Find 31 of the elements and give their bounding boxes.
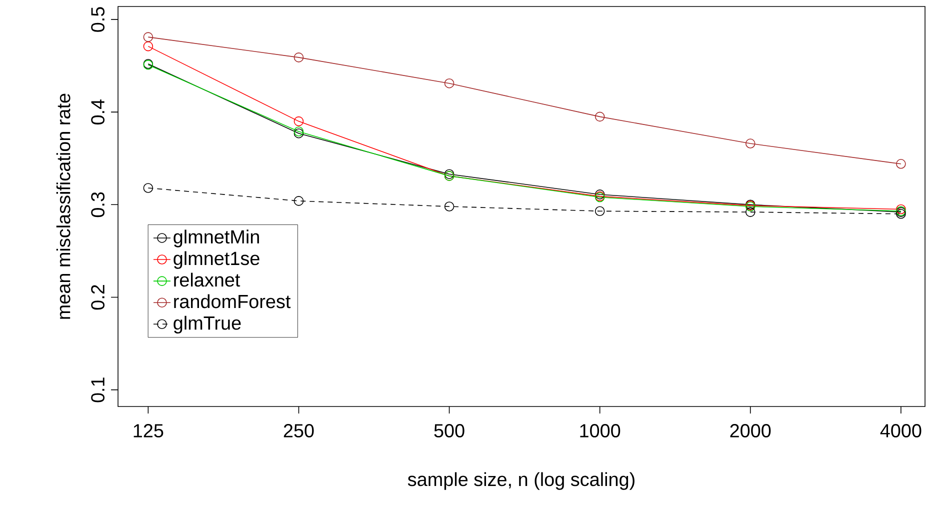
x-tick-label: 125 <box>134 424 164 438</box>
point <box>143 183 154 194</box>
point <box>143 42 154 52</box>
point <box>594 206 605 216</box>
legend-label: glmnet1se <box>174 251 260 270</box>
point <box>444 78 454 88</box>
point <box>294 196 304 206</box>
legend-label: glmTrue <box>174 316 241 334</box>
x-tick-label: 1000 <box>580 424 620 438</box>
legend-label: randomForest <box>174 294 291 308</box>
point <box>594 112 605 122</box>
legend-label: glmnetMin <box>174 230 259 248</box>
point <box>294 52 304 63</box>
y-tick-label: 0.2 <box>91 285 105 310</box>
x-tick-label: 250 <box>284 424 314 438</box>
point <box>745 207 756 218</box>
x-axis-title: sample size, n (log scaling) <box>408 472 634 490</box>
y-tick-label: 0.4 <box>91 100 105 125</box>
y-axis-title: mean misclassification rate <box>56 94 70 320</box>
x-tick-label: 2000 <box>730 424 771 438</box>
y-tick-label: 0.1 <box>91 378 105 403</box>
point <box>896 159 906 170</box>
point <box>143 32 154 42</box>
y-tick-label: 0.3 <box>91 192 105 218</box>
point <box>444 202 454 212</box>
point <box>745 138 756 149</box>
point <box>294 116 304 126</box>
legend-label: relaxnet <box>174 273 240 287</box>
y-tick-label: 0.5 <box>91 7 105 32</box>
x-tick-label: 500 <box>434 424 464 438</box>
x-tick-label: 4000 <box>880 424 922 438</box>
